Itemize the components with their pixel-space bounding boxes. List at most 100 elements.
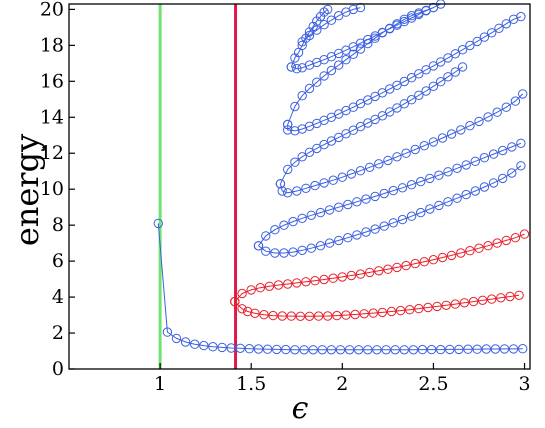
data-point bbox=[496, 293, 506, 303]
data-point bbox=[270, 225, 280, 235]
data-point bbox=[508, 344, 519, 354]
data-point bbox=[474, 243, 484, 253]
data-point bbox=[299, 345, 309, 355]
data-point bbox=[492, 107, 502, 117]
data-point bbox=[468, 296, 479, 307]
data-point bbox=[315, 241, 326, 251]
y-tick-label: 8 bbox=[52, 214, 64, 236]
data-point bbox=[255, 283, 265, 293]
data-point bbox=[355, 44, 366, 54]
data-point bbox=[414, 9, 424, 20]
data-point bbox=[319, 20, 329, 30]
data-point bbox=[374, 266, 384, 276]
data-point bbox=[370, 31, 380, 41]
data-point bbox=[487, 28, 497, 38]
data-point bbox=[446, 250, 457, 261]
x-tick-label: 2 bbox=[336, 373, 348, 395]
data-point bbox=[392, 80, 402, 91]
data-point bbox=[242, 306, 253, 317]
data-point bbox=[283, 119, 293, 130]
data-point bbox=[498, 173, 508, 184]
data-point bbox=[288, 247, 298, 257]
data-point bbox=[452, 163, 462, 174]
data-point bbox=[270, 248, 280, 258]
data-point bbox=[319, 178, 329, 188]
data-point bbox=[171, 333, 182, 344]
data-point bbox=[246, 285, 256, 295]
data-point bbox=[199, 340, 209, 351]
data-point bbox=[341, 55, 351, 65]
data-point bbox=[406, 180, 417, 190]
data-point bbox=[317, 345, 327, 355]
data-point bbox=[385, 24, 395, 34]
data-point bbox=[273, 280, 284, 290]
data-point bbox=[319, 71, 329, 81]
data-point bbox=[306, 210, 316, 221]
data-point bbox=[370, 191, 380, 202]
y-tick-label: 20 bbox=[40, 0, 64, 20]
data-point bbox=[479, 153, 490, 163]
chart-marks bbox=[153, 0, 530, 369]
data-point bbox=[516, 11, 526, 22]
data-point bbox=[483, 241, 493, 251]
data-point bbox=[355, 121, 366, 132]
x-tick-label: 2.5 bbox=[418, 373, 448, 395]
data-point bbox=[477, 295, 488, 305]
series-line-3 bbox=[258, 165, 522, 254]
data-point bbox=[290, 126, 300, 136]
data-point bbox=[343, 233, 353, 243]
data-point bbox=[253, 241, 264, 251]
data-point bbox=[488, 149, 499, 159]
series-line-10 bbox=[290, 8, 329, 68]
data-point bbox=[392, 103, 402, 113]
data-point bbox=[335, 345, 346, 355]
data-point bbox=[368, 308, 378, 318]
data-point bbox=[443, 53, 453, 63]
data-point bbox=[341, 310, 351, 320]
data-point bbox=[355, 269, 366, 279]
data-point bbox=[423, 302, 433, 313]
data-point bbox=[470, 186, 480, 196]
data-point bbox=[244, 344, 255, 354]
data-point bbox=[388, 218, 398, 228]
data-point bbox=[319, 274, 329, 285]
data-point bbox=[436, 57, 446, 67]
data-point bbox=[295, 311, 306, 321]
data-point bbox=[397, 214, 408, 225]
x-tick-label: 1.5 bbox=[236, 373, 266, 395]
data-point bbox=[337, 172, 347, 182]
data-point bbox=[399, 16, 409, 27]
data-point bbox=[226, 343, 236, 353]
data-point bbox=[518, 344, 528, 354]
data-point bbox=[301, 277, 311, 287]
data-point bbox=[401, 260, 411, 271]
data-point bbox=[283, 279, 293, 289]
data-point bbox=[262, 344, 273, 354]
data-point bbox=[301, 183, 311, 194]
data-point bbox=[352, 230, 362, 240]
data-point bbox=[361, 194, 371, 204]
data-point bbox=[363, 118, 373, 128]
data-point bbox=[377, 111, 388, 121]
data-point bbox=[416, 207, 426, 218]
data-point bbox=[507, 168, 517, 178]
data-point bbox=[441, 300, 451, 310]
data-point bbox=[443, 72, 453, 82]
data-point bbox=[421, 65, 431, 75]
data-point bbox=[348, 4, 358, 15]
data-point bbox=[481, 344, 491, 354]
data-point bbox=[414, 303, 424, 314]
x-tick-label: 3 bbox=[518, 373, 530, 395]
data-point bbox=[516, 138, 526, 149]
data-point bbox=[374, 159, 384, 169]
data-point bbox=[492, 238, 502, 248]
data-point bbox=[436, 77, 446, 87]
data-point bbox=[323, 311, 333, 321]
data-point bbox=[290, 345, 300, 355]
data-point bbox=[268, 310, 278, 321]
y-tick-label: 12 bbox=[40, 142, 64, 164]
data-point bbox=[437, 133, 448, 143]
data-point bbox=[324, 205, 335, 215]
data-point bbox=[385, 107, 395, 117]
y-tick-label: 4 bbox=[52, 286, 64, 308]
